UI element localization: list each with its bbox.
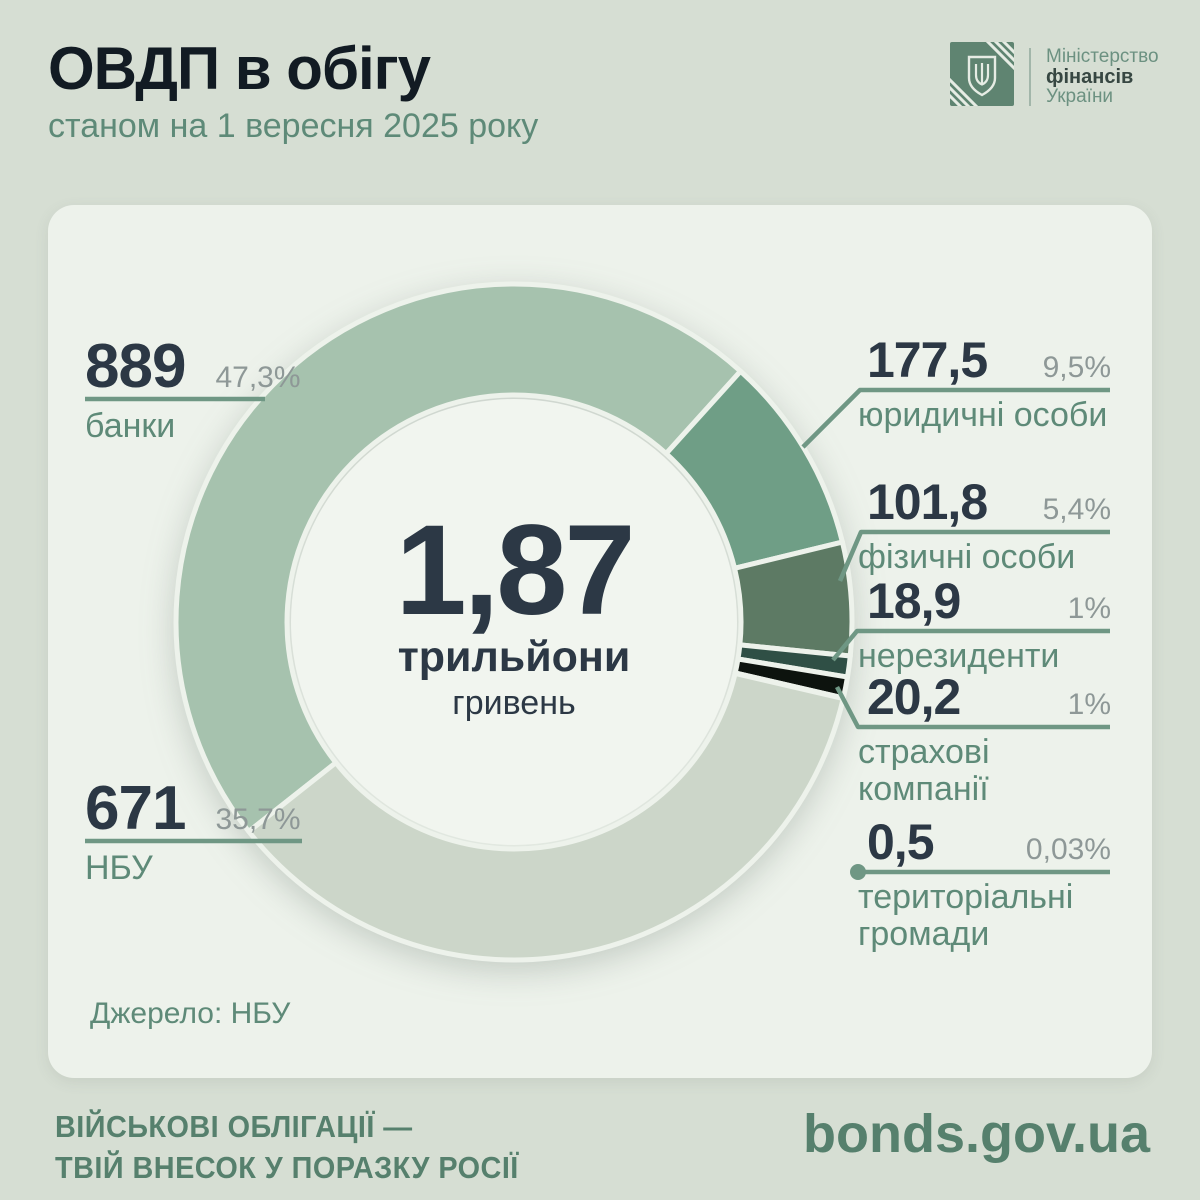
segment-pct: 1% (1067, 592, 1111, 625)
segment-block-banks: 889 47,3% банки (85, 336, 301, 445)
donut-center-label: 1,87 трильйони гривень (395, 499, 635, 723)
minfin-logo: Міністерство фінансів України (946, 38, 1159, 111)
leader-dot-territorial-communities (850, 864, 866, 880)
segment-label: страхові компанії (858, 733, 990, 808)
segment-value: 177,5 (867, 332, 988, 388)
segment-pct: 0,03% (1025, 833, 1111, 866)
logo-corner-stripes (946, 38, 1018, 110)
page-title: ОВДП в обігу (48, 35, 431, 102)
segment-value: 18,9 (867, 573, 961, 629)
segment-pct: 35,7% (215, 803, 301, 836)
segment-value: 889 (85, 332, 186, 401)
segment-block-non-residents: 18,9 1% нерезиденти (858, 574, 1111, 675)
segment-label: фізичні особи (858, 538, 1076, 576)
segment-value: 20,2 (867, 669, 961, 725)
page-subtitle: станом на 1 вересня 2025 року (48, 107, 539, 145)
site-url-link[interactable]: bonds.gov.ua (803, 1104, 1150, 1164)
leader-line-legal-entities (801, 387, 1110, 449)
leader-line-individuals (837, 529, 1110, 582)
segment-label: нерезиденти (858, 637, 1060, 675)
footer-slogan-line1: ВІЙСЬКОВІ ОБЛІГАЦІЇ — (55, 1109, 413, 1144)
leader-line-insurance-companies (835, 685, 1110, 730)
leader-line-non-residents (831, 628, 1110, 662)
footer-slogan-line2: ТВІЙ ВНЕСОК У ПОРАЗКУ РОСІЇ (55, 1150, 519, 1185)
segment-pct: 47,3% (215, 361, 301, 394)
logo-text-line2: фінансів (1046, 65, 1134, 88)
source-note: Джерело: НБУ (90, 997, 291, 1030)
segment-block-individuals: 101,8 5,4% фізичні особи (858, 475, 1111, 576)
segment-block-nbu: 671 35,7% НБУ (85, 778, 301, 887)
segment-pct: 1% (1067, 688, 1111, 721)
chart-card: 1,87 трильйони гривень 889 47,3% банки 6… (48, 205, 1152, 1078)
donut-chart (85, 281, 1110, 963)
segment-pct: 5,4% (1042, 493, 1111, 526)
logo-divider (1029, 47, 1031, 106)
logo-text-line3: України (1046, 85, 1114, 107)
segment-value: 0,5 (867, 814, 935, 870)
logo-trident-icon (974, 63, 990, 86)
segment-value: 101,8 (867, 474, 988, 530)
segment-label: територіальні громади (858, 878, 1074, 953)
donut-segment-nbu (246, 670, 846, 963)
segment-block-territorial-communities: 0,5 0,03% територіальні громади (858, 815, 1111, 953)
segment-pct: 9,5% (1042, 351, 1111, 384)
donut-hole (291, 399, 737, 845)
logo-text-line1: Міністерство (1046, 45, 1159, 67)
total-unit-bold: трильйони (397, 633, 631, 681)
segment-block-insurance-companies: 20,2 1% страхові компанії (858, 670, 1111, 808)
minfin-logo-icon (946, 38, 1018, 111)
total-unit: гривень (452, 684, 576, 722)
footer-slogan: ВІЙСЬКОВІ ОБЛІГАЦІЇ — ТВІЙ ВНЕСОК У ПОРА… (55, 1106, 519, 1188)
segment-value: 671 (85, 774, 186, 843)
segment-label: банки (85, 407, 176, 445)
segment-block-legal-entities: 177,5 9,5% юридичні особи (858, 333, 1111, 434)
segment-label: НБУ (85, 849, 153, 887)
donut-segment-banks (173, 281, 744, 834)
total-value: 1,87 (395, 499, 635, 642)
segment-label: юридичні особи (858, 396, 1108, 434)
